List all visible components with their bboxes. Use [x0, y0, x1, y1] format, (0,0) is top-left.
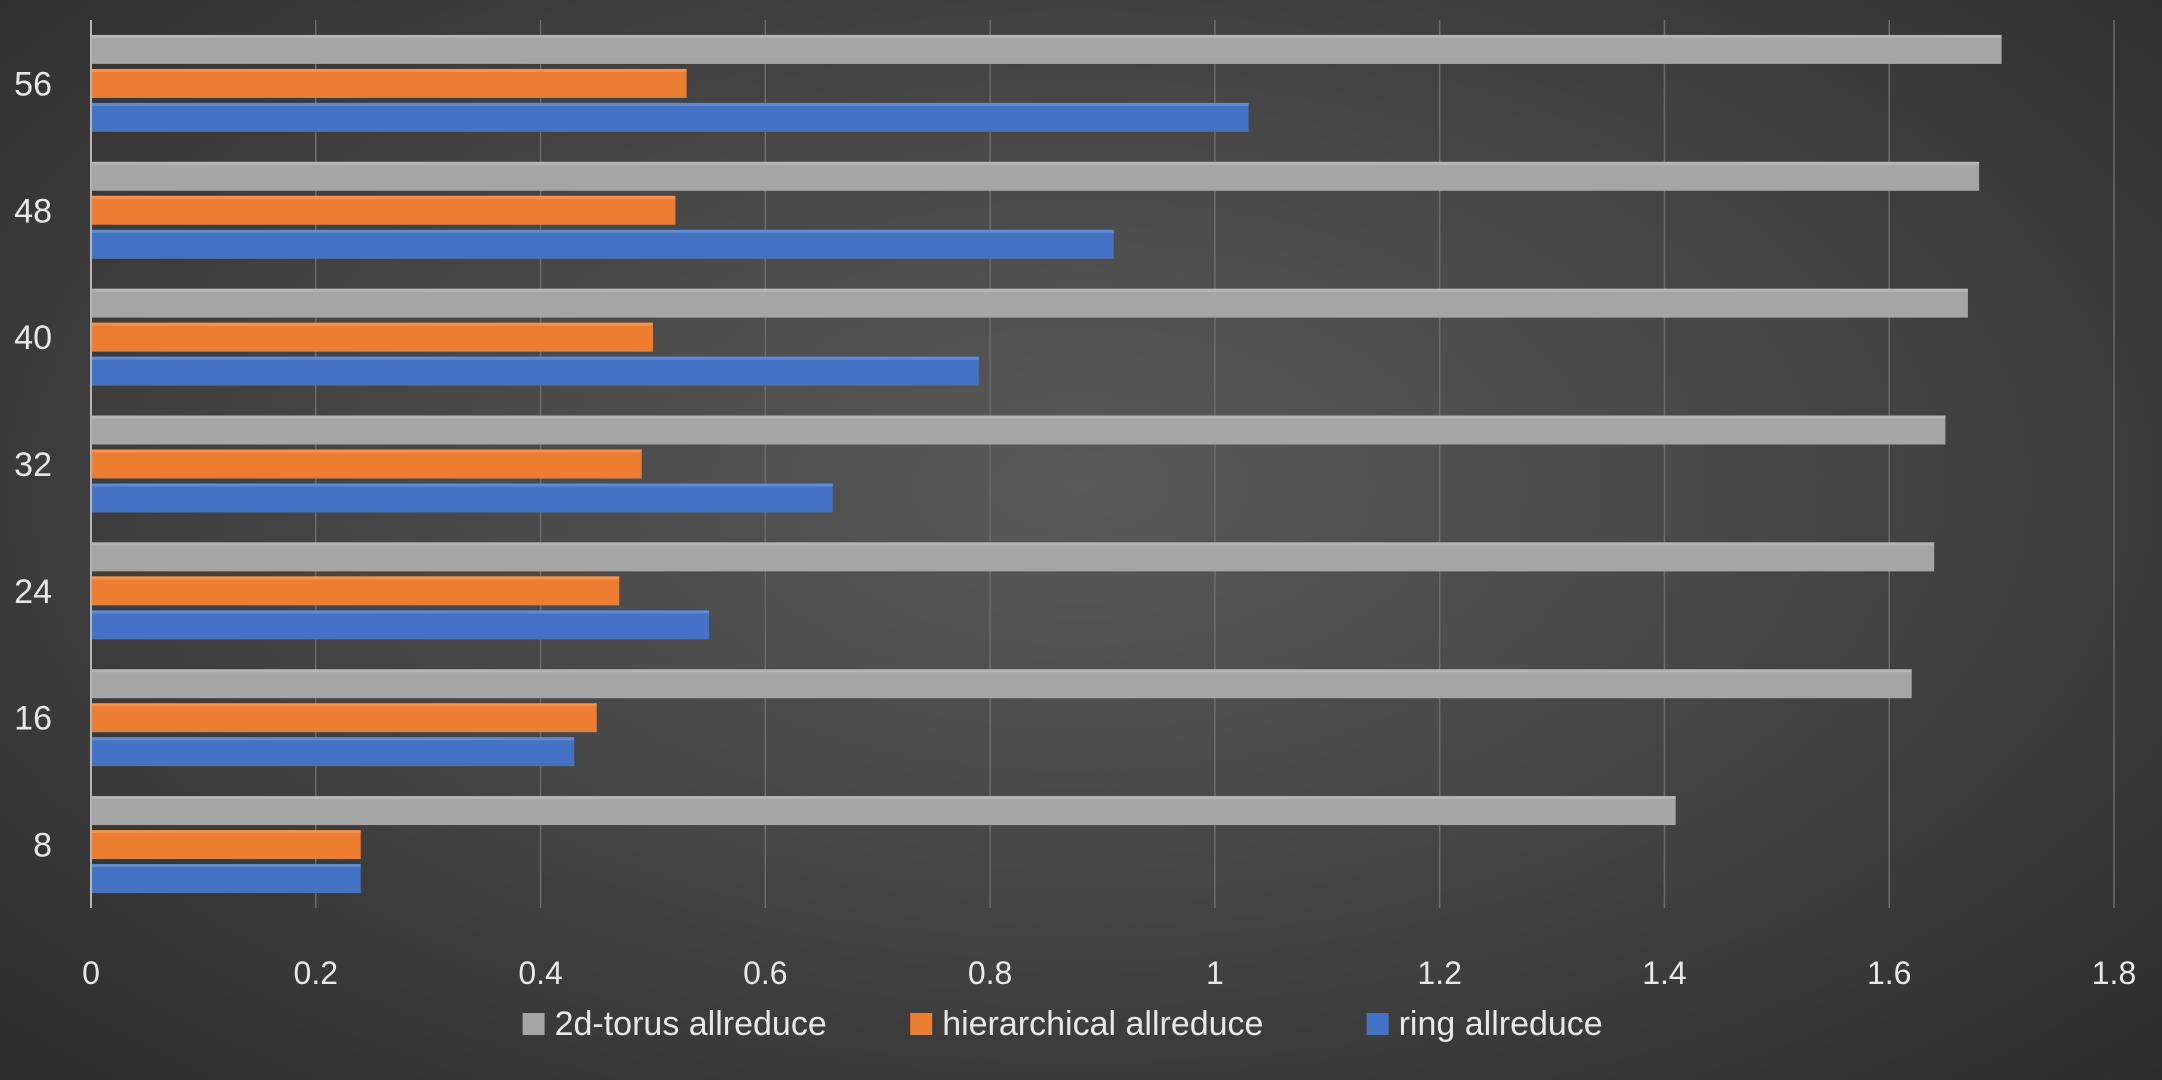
bar-ring-allreduce-40 [91, 356, 979, 386]
bar-highlight [91, 610, 710, 614]
bar [91, 796, 1676, 826]
x-tick-label: 0 [82, 955, 100, 991]
bar-2d-torus-allreduce-8 [91, 796, 1676, 826]
bar-2d-torus-allreduce-48 [91, 161, 1980, 191]
bar [91, 102, 1249, 132]
x-tick-label: 1 [1206, 955, 1224, 991]
bar [91, 830, 361, 860]
x-axis: 0 0.2 0.4 0.6 0.8 1 1.2 1.4 1.6 1.8 [82, 955, 2136, 991]
bar-highlight [91, 703, 597, 707]
bar-2d-torus-allreduce-24 [91, 542, 1935, 572]
bar [91, 288, 1968, 318]
bar [91, 68, 687, 98]
bars [91, 34, 2002, 894]
bar-ring-allreduce-48 [91, 229, 1114, 259]
bar-highlight [91, 288, 1968, 292]
x-tick-label: 0.8 [968, 955, 1012, 991]
bar-highlight [91, 576, 620, 580]
bar [91, 703, 597, 733]
bar-hierarchical-allreduce-32 [91, 449, 642, 479]
legend-label: hierarchical allreduce [942, 1005, 1263, 1043]
bar-highlight [91, 356, 979, 360]
legend-entry-hierarchical-allreduce: hierarchical allreduce [910, 1005, 1263, 1043]
bar-highlight [91, 195, 676, 199]
bar-highlight [91, 229, 1114, 233]
x-tick-label: 1.6 [1867, 955, 1911, 991]
bar-highlight [91, 415, 1946, 419]
bar [91, 415, 1946, 445]
bar [91, 669, 1912, 699]
y-tick-label: 24 [14, 573, 52, 611]
x-tick-label: 1.2 [1417, 955, 1461, 991]
bar-highlight [91, 542, 1935, 546]
bar-highlight [91, 830, 361, 834]
bar-2d-torus-allreduce-40 [91, 288, 1968, 318]
bar-highlight [91, 796, 1676, 800]
bar [91, 322, 653, 352]
x-tick-label: 1.8 [2092, 955, 2136, 991]
bar-highlight [91, 864, 361, 868]
x-tick-label: 1.4 [1642, 955, 1686, 991]
bar [91, 449, 642, 479]
bar-hierarchical-allreduce-8 [91, 830, 361, 860]
legend-label: 2d-torus allreduce [555, 1005, 827, 1043]
bar [91, 34, 2002, 64]
legend-entry-ring-allreduce: ring allreduce [1366, 1005, 1603, 1043]
legend-entry-2d-torus-allreduce: 2d-torus allreduce [522, 1005, 827, 1043]
bar-highlight [91, 669, 1912, 673]
x-tick-label: 0.6 [743, 955, 787, 991]
x-tick-label: 0.2 [294, 955, 338, 991]
bar-highlight [91, 161, 1980, 165]
y-tick-label: 48 [14, 192, 52, 230]
bar-hierarchical-allreduce-16 [91, 703, 597, 733]
y-tick-label: 40 [14, 319, 52, 357]
bar [91, 576, 620, 606]
bar-hierarchical-allreduce-24 [91, 576, 620, 606]
y-tick-label: 32 [14, 446, 52, 484]
bar-highlight [91, 34, 2002, 38]
legend-swatch [1366, 1013, 1389, 1035]
legend-swatch [522, 1013, 545, 1035]
bar-ring-allreduce-24 [91, 610, 710, 640]
bar-highlight [91, 102, 1249, 106]
bar [91, 542, 1935, 572]
x-tick-label: 0.4 [518, 955, 562, 991]
y-tick-label: 56 [14, 65, 52, 103]
bar-highlight [91, 322, 653, 326]
bar-hierarchical-allreduce-40 [91, 322, 653, 352]
bar [91, 161, 1980, 191]
bar-2d-torus-allreduce-16 [91, 669, 1912, 699]
bar-2d-torus-allreduce-56 [91, 34, 2002, 64]
bar [91, 195, 676, 225]
bar-highlight [91, 449, 642, 453]
bar-2d-torus-allreduce-32 [91, 415, 1946, 445]
y-axis: 8 16 24 32 40 48 56 [14, 20, 92, 908]
bar [91, 737, 575, 767]
y-tick-label: 8 [33, 827, 52, 865]
bar [91, 356, 979, 386]
legend: 2d-torus allreduce hierarchical allreduce… [522, 1005, 1603, 1043]
bar [91, 864, 361, 894]
bar-ring-allreduce-32 [91, 483, 833, 513]
bar-hierarchical-allreduce-56 [91, 68, 687, 98]
bar [91, 483, 833, 513]
bar-ring-allreduce-56 [91, 102, 1249, 132]
y-tick-label: 16 [14, 700, 52, 738]
bar-ring-allreduce-16 [91, 737, 575, 767]
legend-label: ring allreduce [1399, 1005, 1603, 1043]
bar-highlight [91, 737, 575, 741]
bar-hierarchical-allreduce-48 [91, 195, 676, 225]
bar [91, 610, 710, 640]
bar-ring-allreduce-8 [91, 864, 361, 894]
legend-swatch [910, 1013, 933, 1035]
bar-highlight [91, 68, 687, 72]
bar [91, 229, 1114, 259]
bar-highlight [91, 483, 833, 487]
